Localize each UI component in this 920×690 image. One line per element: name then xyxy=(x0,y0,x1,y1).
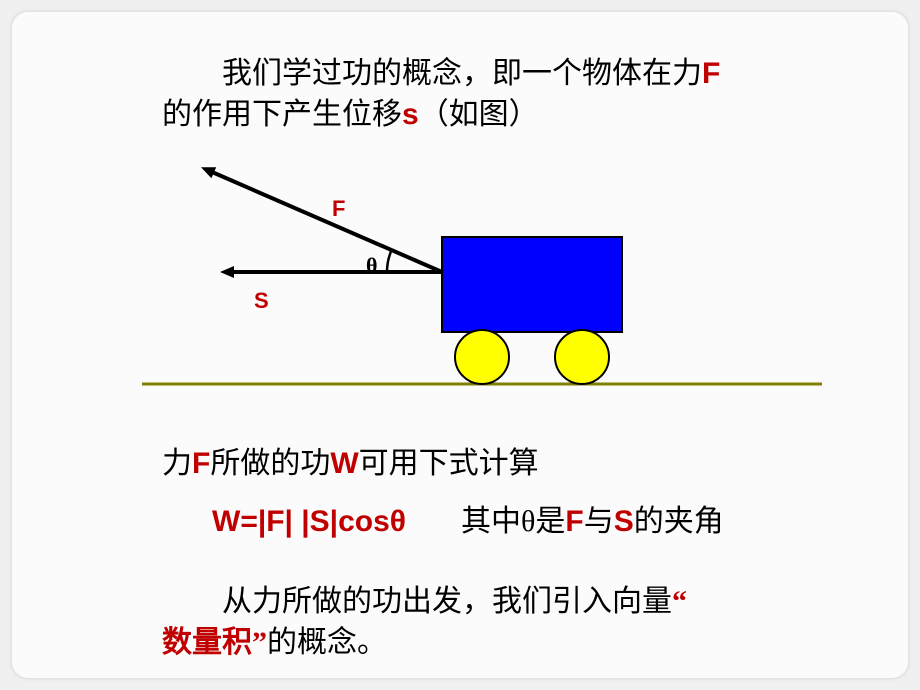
quote-close: ” xyxy=(252,626,267,659)
concept: 数量积 xyxy=(162,626,252,659)
symbol-F-3: F xyxy=(565,505,583,538)
intro-paragraph: 我们学过功的概念，即一个物体在力F 的作用下产生位移s（如图） xyxy=(162,54,862,135)
symbol-F-2: F xyxy=(192,447,210,480)
symbol-s: s xyxy=(402,98,419,131)
formula: W=|F| |S|cosθ xyxy=(212,505,406,538)
line2-prefix: 力 xyxy=(162,447,192,480)
line2-mid1: 所做的功 xyxy=(210,447,330,480)
slide: 我们学过功的概念，即一个物体在力F 的作用下产生位移s（如图） F S θ 力F… xyxy=(12,12,908,678)
label-F: F xyxy=(332,196,345,222)
diagram-svg xyxy=(142,152,822,412)
outro-suffix: 的概念。 xyxy=(267,626,387,659)
quote-open: “ xyxy=(672,585,687,618)
intro-prefix: 我们学过功的概念，即一个物体在力 xyxy=(162,57,702,90)
symbol-W: W xyxy=(330,447,358,480)
where-prefix: 其中θ是 xyxy=(461,505,565,538)
symbol-F: F xyxy=(702,57,720,90)
intro-mid: 的作用下产生位移 xyxy=(162,98,402,131)
and: 与 xyxy=(584,505,614,538)
formula-line: W=|F| |S|cosθ 其中θ是F与S的夹角 xyxy=(212,502,912,543)
physics-diagram: F S θ xyxy=(142,152,822,412)
intro-suffix: （如图） xyxy=(419,98,539,131)
label-S: S xyxy=(254,288,269,314)
formula-intro: 力F所做的功W可用下式计算 xyxy=(162,444,862,485)
line2-suffix: 可用下式计算 xyxy=(359,447,539,480)
symbol-S-2: S xyxy=(614,505,634,538)
outro-paragraph: 从力所做的功出发，我们引入向量“ 数量积”的概念。 xyxy=(162,582,902,663)
outro-prefix: 从力所做的功出发，我们引入向量 xyxy=(162,585,672,618)
where-suffix: 的夹角 xyxy=(634,505,724,538)
label-theta: θ xyxy=(366,253,377,279)
